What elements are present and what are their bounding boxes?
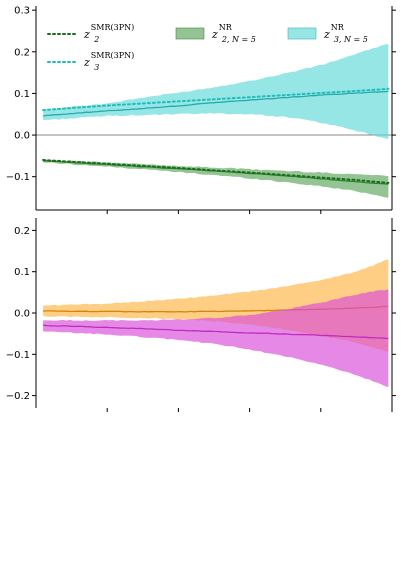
bottom-plot-area xyxy=(43,259,389,388)
legend: zSMR(3PN) 2 zSMR(3PN) 3 zNR 2, N = 5 zNR 3, N =… xyxy=(47,23,368,72)
median-z2-nr-band xyxy=(43,160,389,185)
ytick-label: −0.1 xyxy=(6,350,30,361)
top-plot-area xyxy=(36,44,392,198)
ytick-label: −0.2 xyxy=(6,391,30,402)
legend-item-z2-smr: zSMR(3PN) 2 xyxy=(47,23,134,44)
line-z3-smr-3pn- xyxy=(42,87,390,112)
legend-label: zNR 3, N = 5 xyxy=(323,23,368,44)
median-magenta-band xyxy=(43,324,389,340)
ytick-label: 0.1 xyxy=(14,267,30,278)
band-z3-nr-band xyxy=(43,44,389,140)
ytick-label: 0.2 xyxy=(14,47,30,58)
ytick-label: 0.3 xyxy=(14,6,30,17)
legend-item-z3-nr: zNR 3, N = 5 xyxy=(287,23,368,44)
ytick-label: 0.1 xyxy=(14,89,30,100)
legend-item-z3-smr: zSMR(3PN) 3 xyxy=(47,51,134,72)
ytick-label: 0.0 xyxy=(14,309,30,320)
legend-item-z2-nr: zNR 2, N = 5 xyxy=(175,23,256,44)
median-z3-nr-band xyxy=(43,90,389,117)
ytick-label: 0.2 xyxy=(14,226,30,237)
top-axes: −0.1 0.0 0.1 0.2 0.3 xyxy=(6,6,396,214)
top-panel: −0.1 0.0 0.1 0.2 0.3 zSMR(3PN) 2 zSMR(3PN) 3 zNR 2… xyxy=(6,6,396,214)
ytick-label: 0.0 xyxy=(14,131,30,142)
legend-label: zNR 2, N = 5 xyxy=(211,23,256,44)
band-magenta-band xyxy=(43,289,389,388)
line-z2-smr-3pn- xyxy=(42,159,390,184)
legend-handle-patch xyxy=(287,27,317,40)
bottom-panel: −0.2 −0.1 0.0 0.1 0.2 xyxy=(6,218,396,412)
legend-label: zSMR(3PN) 3 xyxy=(83,51,134,72)
legend-handle-patch xyxy=(175,27,205,40)
legend-label: zSMR(3PN) 2 xyxy=(83,23,134,44)
ytick-label: −0.1 xyxy=(6,172,30,183)
bottom-axes: −0.2 −0.1 0.0 0.1 0.2 xyxy=(6,218,396,412)
